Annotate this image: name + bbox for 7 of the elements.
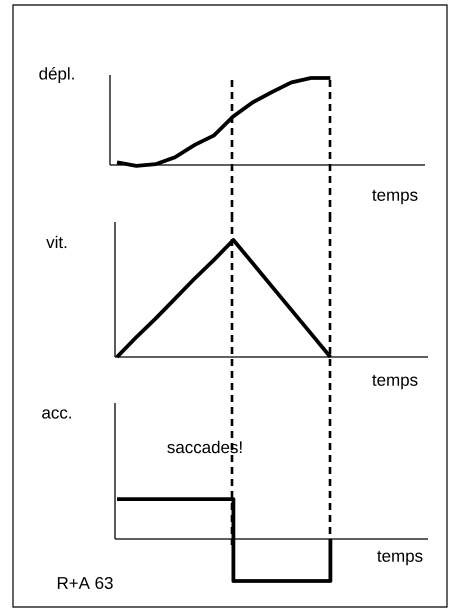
x-axis-title: temps	[372, 190, 418, 204]
x-axis-title: temps	[372, 374, 418, 390]
y-axis-title: vit.	[46, 236, 66, 248]
y-axis-title: acc.	[42, 409, 71, 419]
text: R+A 63	[58, 576, 113, 589]
y-axis-title: dépl.	[39, 67, 74, 83]
x-axis-title: temps	[377, 550, 422, 566]
